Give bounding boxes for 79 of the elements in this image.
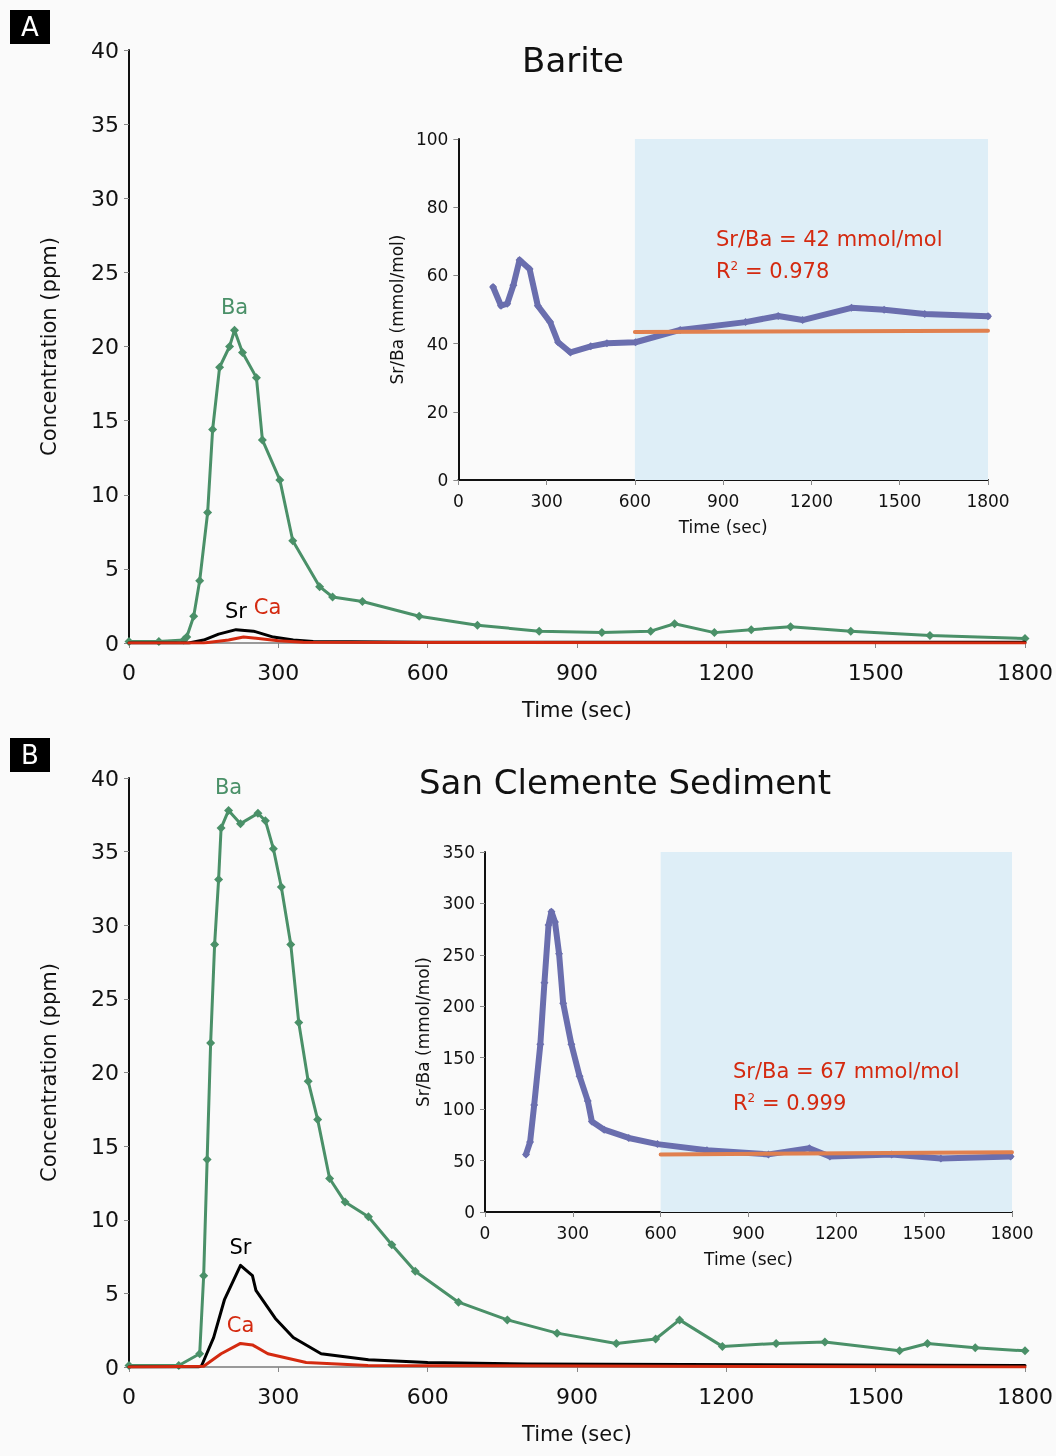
y-tick-label: 200 (442, 996, 475, 1017)
y-tick-label: 30 (91, 185, 119, 211)
x-tick-label: 300 (257, 659, 300, 685)
y-tick-label: 25 (91, 259, 119, 285)
y-tick-label: 20 (426, 401, 449, 422)
y-tick-label: 100 (442, 1099, 475, 1120)
x-tick-label: 0 (122, 1383, 136, 1409)
chart-title: San Clemente Sediment (419, 762, 831, 802)
y-axis-title: Concentration (ppm) (36, 237, 61, 456)
y-tick-label: 350 (442, 842, 475, 862)
y-tick-label: 0 (464, 1202, 475, 1222)
y-tick-label: 20 (91, 1060, 119, 1085)
x-axis-title: Time (sec) (677, 516, 768, 537)
y-tick-label: 35 (91, 111, 119, 137)
y-tick-label: 0 (437, 470, 449, 490)
y-tick-label: 5 (105, 1280, 119, 1306)
y-tick-label: 5 (105, 556, 119, 582)
y-tick-label: 150 (442, 1047, 475, 1068)
x-tick-label: 900 (706, 490, 740, 511)
x-tick-label: 1200 (698, 659, 755, 685)
y-tick-label: 0 (105, 1354, 119, 1380)
y-tick-label: 250 (442, 944, 475, 965)
x-tick-label: 1500 (902, 1222, 946, 1243)
x-tick-label: 0 (479, 1222, 491, 1243)
x-axis-title: Time (sec) (703, 1248, 793, 1269)
y-tick-label: 300 (442, 893, 475, 914)
x-tick-label: 300 (556, 1222, 590, 1243)
x-tick-label: 1500 (847, 1383, 904, 1409)
y-tick-label: 60 (426, 265, 449, 286)
y-tick-label: 20 (91, 334, 119, 359)
y-tick-label: 40 (426, 333, 449, 354)
x-tick-label: 0 (122, 659, 136, 685)
x-tick-label: 600 (406, 1383, 449, 1409)
x-tick-label: 1800 (997, 1383, 1054, 1409)
x-tick-label: 1800 (997, 659, 1054, 685)
y-tick-label: 10 (91, 1207, 119, 1233)
y-tick-label: 40 (91, 765, 119, 791)
y-tick-label: 80 (426, 197, 449, 218)
x-tick-label: 900 (556, 1383, 598, 1409)
y-tick-label: 25 (91, 986, 119, 1012)
x-axis-title: Time (sec) (521, 697, 632, 722)
y-tick-label: 30 (91, 912, 119, 938)
y-tick-label: 50 (453, 1150, 475, 1171)
y-axis-title: Concentration (ppm) (36, 963, 61, 1182)
x-tick-label: 1200 (814, 1222, 858, 1243)
series-label: Ca (226, 1312, 255, 1337)
x-tick-label: 600 (644, 1222, 677, 1243)
y-tick-label: 35 (91, 839, 119, 865)
annotation: Sr/Ba = 42 mmol/mol (716, 226, 943, 251)
text: A (21, 12, 40, 42)
y-axis-title: Sr/Ba (mmol/mol) (386, 234, 407, 385)
x-tick-label: 1200 (698, 1383, 755, 1409)
x-tick-label: 1800 (990, 1222, 1034, 1243)
y-tick-label: 10 (91, 482, 119, 508)
y-axis-title: Sr/Ba (mmol/mol) (413, 957, 434, 1107)
x-tick-label: 1800 (966, 490, 1010, 511)
x-tick-label: 900 (732, 1222, 765, 1243)
series-label: Ca (253, 594, 282, 619)
x-tick-label: 1500 (847, 659, 904, 685)
y-tick-label: 0 (105, 630, 119, 656)
y-tick-label: 15 (91, 1133, 119, 1159)
x-axis-title: Time (sec) (521, 1421, 632, 1446)
series-label: Ba (220, 295, 249, 320)
x-tick-label: 300 (530, 490, 563, 511)
chart-title: Barite (522, 40, 624, 80)
series-label: Sr (225, 599, 248, 624)
y-tick-label: 100 (415, 129, 449, 149)
series-label: Sr (229, 1234, 252, 1259)
x-tick-label: 1200 (789, 490, 834, 511)
x-tick-label: 600 (406, 659, 449, 685)
y-tick-label: 40 (91, 37, 119, 63)
annotation: Sr/Ba = 67 mmol/mol (733, 1058, 960, 1083)
x-tick-label: 300 (257, 1383, 300, 1409)
x-tick-label: 600 (618, 490, 652, 511)
x-tick-label: 1500 (878, 490, 922, 511)
y-tick-label: 15 (91, 408, 119, 434)
text: B (21, 740, 39, 770)
series-label: Ba (214, 775, 243, 800)
x-tick-label: 900 (556, 659, 598, 685)
